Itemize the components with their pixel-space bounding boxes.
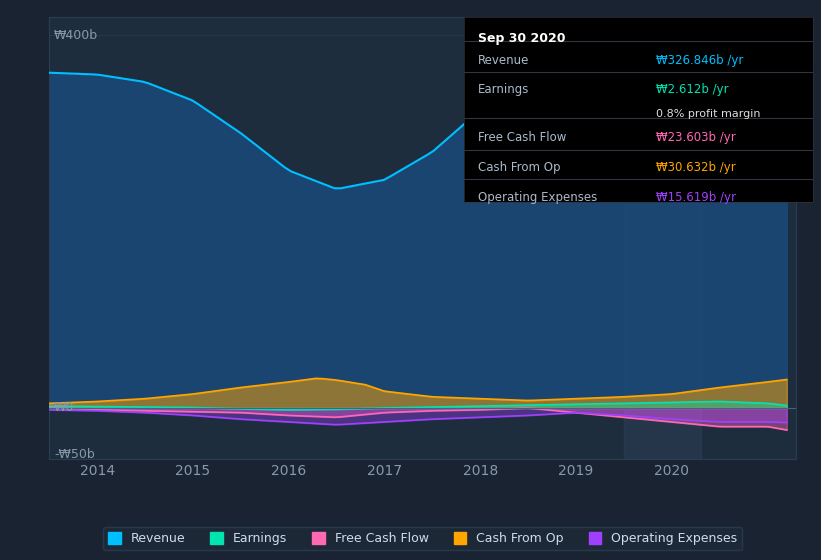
Text: -₩50b: -₩50b [54, 448, 94, 461]
Text: ₩30.632b /yr: ₩30.632b /yr [656, 161, 736, 174]
Text: 0.8% profit margin: 0.8% profit margin [656, 109, 760, 119]
Text: Free Cash Flow: Free Cash Flow [478, 132, 566, 144]
Text: ₩2.612b /yr: ₩2.612b /yr [656, 83, 728, 96]
Text: ₩15.619b /yr: ₩15.619b /yr [656, 190, 736, 203]
Text: Earnings: Earnings [478, 83, 530, 96]
Text: ₩400b: ₩400b [54, 29, 99, 42]
Text: Cash From Op: Cash From Op [478, 161, 560, 174]
Text: ₩23.603b /yr: ₩23.603b /yr [656, 132, 736, 144]
Text: ₩0: ₩0 [54, 402, 75, 414]
Text: ₩326.846b /yr: ₩326.846b /yr [656, 54, 743, 67]
Bar [624, 17, 700, 459]
Legend: Revenue, Earnings, Free Cash Flow, Cash From Op, Operating Expenses: Revenue, Earnings, Free Cash Flow, Cash … [103, 528, 742, 550]
Text: Operating Expenses: Operating Expenses [478, 190, 597, 203]
Text: Revenue: Revenue [478, 54, 530, 67]
Text: Sep 30 2020: Sep 30 2020 [478, 31, 566, 45]
